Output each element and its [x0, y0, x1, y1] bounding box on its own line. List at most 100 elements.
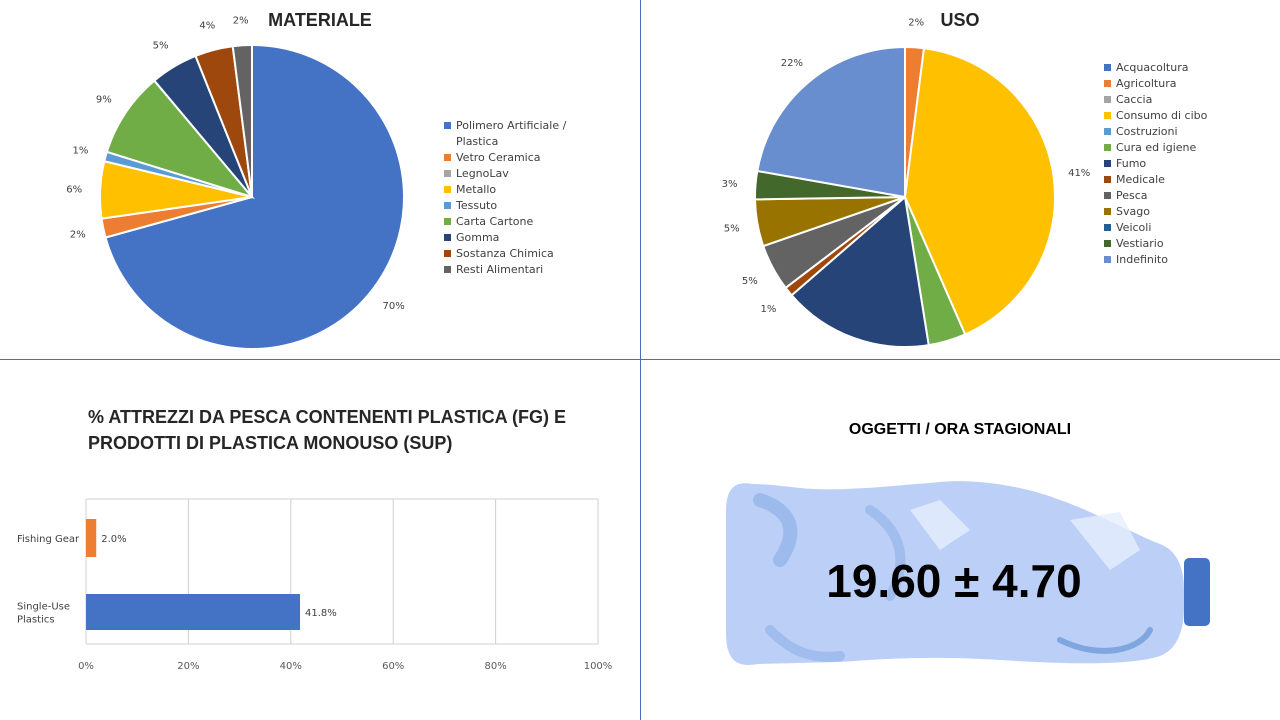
- bottle-highlight: [1070, 512, 1140, 570]
- legend-swatch: [444, 218, 451, 225]
- legend-swatch: [444, 154, 451, 161]
- pie-slice: [756, 45, 906, 199]
- slice-label: 5%: [742, 276, 758, 287]
- x-tick-label: 20%: [177, 661, 199, 672]
- legend-item: LegnoLav: [444, 166, 594, 182]
- legend-label: Pesca: [1116, 189, 1148, 202]
- legend-item: Gomma: [444, 230, 594, 246]
- bottle-highlight: [910, 500, 970, 550]
- objects-per-hour-value: 19.60 ± 4.70: [826, 555, 1082, 607]
- x-tick-label: 80%: [484, 661, 506, 672]
- legend-swatch: [1104, 208, 1111, 215]
- legend-label: Vestiario: [1116, 237, 1164, 250]
- legend-item: Vetro Ceramica: [444, 150, 594, 166]
- legend-item: Cura ed igiene: [1104, 140, 1244, 156]
- objects-per-hour-title: OGGETTI / ORA STAGIONALI: [848, 421, 1072, 438]
- bottle-streak: [753, 493, 798, 567]
- horizontal-divider: [0, 359, 1280, 360]
- legend-swatch: [1104, 144, 1111, 151]
- legend-item: Caccia: [1104, 92, 1244, 108]
- legend-label: Resti Alimentari: [456, 263, 544, 276]
- slice-label: 3%: [722, 179, 738, 190]
- slice-label: 41%: [1068, 168, 1090, 179]
- legend-swatch: [1104, 176, 1111, 183]
- x-tick-label: 0%: [78, 661, 94, 672]
- legend-swatch: [444, 202, 451, 209]
- legend-item: Sostanza Chimica: [444, 246, 594, 262]
- slice-label: 70%: [383, 301, 405, 312]
- pie-slice: [790, 195, 930, 348]
- legend-swatch: [1104, 112, 1111, 119]
- bottle-streak: [765, 625, 845, 662]
- y-category-label: Fishing Gear: [17, 534, 80, 545]
- bar-value-label: 2.0%: [101, 534, 126, 545]
- pie-slice: [231, 43, 253, 198]
- legend-swatch: [1104, 128, 1111, 135]
- legend-label: Carta Cartone: [456, 215, 534, 228]
- legend-label: Metallo: [456, 183, 497, 196]
- slice-label: 5%: [724, 224, 740, 235]
- legend-swatch: [444, 186, 451, 193]
- bottle-streak: [1057, 627, 1153, 654]
- legend-swatch: [444, 234, 451, 241]
- materiale-chart-title: MATERIALE: [268, 10, 372, 30]
- pie-slice: [105, 79, 255, 199]
- slice-label: 6%: [66, 185, 82, 196]
- legend-label: Fumo: [1116, 157, 1147, 170]
- legend-item: Tessuto: [444, 198, 594, 214]
- legend-label: Costruzioni: [1116, 125, 1178, 138]
- legend-swatch: [444, 170, 451, 177]
- pie-slice: [903, 47, 1056, 336]
- slice-label: 5%: [153, 40, 169, 51]
- legend-label: Polimero Artificiale / Plastica: [456, 119, 567, 148]
- legend-label: Veicoli: [1116, 221, 1152, 234]
- legend-item: Medicale: [1104, 172, 1244, 188]
- vertical-divider: [640, 0, 641, 720]
- legend-label: Svago: [1116, 205, 1150, 218]
- x-tick-label: 40%: [280, 661, 302, 672]
- slice-label: 16%: [834, 358, 856, 359]
- pie-slice: [104, 43, 405, 350]
- legend-label: Vetro Ceramica: [456, 151, 541, 164]
- slice-label: 2%: [908, 17, 924, 28]
- bar-chart-title: % ATTREZZI DA PESCA CONTENENTI PLASTICA …: [88, 407, 566, 453]
- legend-swatch: [1104, 224, 1111, 231]
- legend-label: LegnoLav: [456, 167, 509, 180]
- legend-label: Gomma: [456, 231, 500, 244]
- legend-item: Polimero Artificiale / Plastica: [444, 118, 594, 150]
- uso-legend: Acquacoltura Agricoltura Caccia Consumo di …: [1104, 60, 1244, 268]
- slice-label: 22%: [781, 58, 803, 69]
- legend-item: Svago: [1104, 204, 1244, 220]
- slice-label: 2%: [70, 229, 86, 240]
- legend-label: Agricoltura: [1116, 77, 1177, 90]
- legend-item: Acquacoltura: [1104, 60, 1244, 76]
- slice-label: 1%: [760, 304, 776, 315]
- materiale-legend: Polimero Artificiale / Plastica Vetro Cer…: [444, 118, 594, 278]
- legend-swatch: [444, 250, 451, 257]
- legend-item: Consumo di cibo: [1104, 108, 1244, 124]
- bar: [86, 519, 97, 557]
- legend-item: Fumo: [1104, 156, 1244, 172]
- legend-swatch: [1104, 240, 1111, 247]
- legend-label: Indefinito: [1116, 253, 1168, 266]
- legend-label: Consumo di cibo: [1116, 109, 1208, 122]
- legend-swatch: [1104, 192, 1111, 199]
- legend-label: Tessuto: [456, 199, 498, 212]
- y-category-label: Plastics: [17, 615, 55, 626]
- legend-swatch: [444, 122, 451, 129]
- legend-label: Caccia: [1116, 93, 1153, 106]
- x-tick-label: 60%: [382, 661, 404, 672]
- uso-chart-title: USO: [940, 10, 980, 30]
- bottle-icon: [726, 481, 1210, 665]
- legend-item: Agricoltura: [1104, 76, 1244, 92]
- legend-label: Acquacoltura: [1116, 61, 1189, 74]
- bottle-body: [726, 481, 1184, 665]
- legend-label: Medicale: [1116, 173, 1165, 186]
- slice-label: 9%: [96, 94, 112, 105]
- y-category-label: Single-Use: [17, 602, 70, 613]
- plastic-bar-chart: 0% 20% 40% 60% 80% 100% 2.0% Fishing Gear 41.8% S…: [17, 498, 612, 672]
- legend-swatch: [1104, 160, 1111, 167]
- legend-item: Pesca: [1104, 188, 1244, 204]
- materiale-pie-chart: 70% 2% 6% 1% 9% 5% 4% 2%: [66, 15, 405, 350]
- bar-value-label: 41.8%: [305, 608, 337, 619]
